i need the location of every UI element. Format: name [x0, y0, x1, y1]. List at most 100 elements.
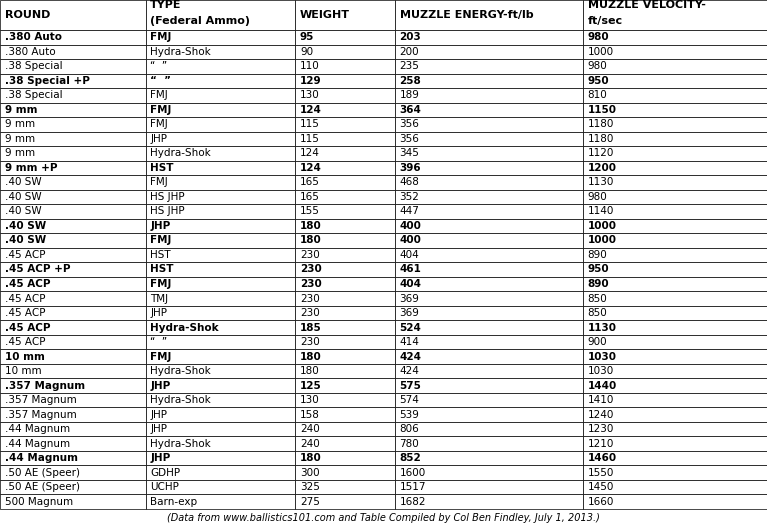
Text: 235: 235	[400, 61, 420, 71]
Text: .380 Auto: .380 Auto	[5, 32, 61, 42]
Text: TMJ: TMJ	[150, 294, 169, 304]
Bar	[295, 378, 395, 393]
Text: FMJ: FMJ	[150, 279, 172, 289]
Bar	[0, 59, 146, 74]
Text: .50 AE (Speer): .50 AE (Speer)	[5, 467, 80, 477]
Bar	[395, 407, 583, 422]
Text: 575: 575	[400, 380, 422, 391]
Bar	[146, 146, 295, 161]
Text: 125: 125	[300, 380, 321, 391]
Text: 275: 275	[300, 497, 320, 507]
Text: 230: 230	[300, 265, 321, 275]
Text: 203: 203	[400, 32, 421, 42]
Bar	[395, 117, 583, 132]
Bar	[583, 451, 767, 465]
Text: 345: 345	[400, 149, 420, 159]
Text: 980: 980	[588, 61, 607, 71]
Bar	[146, 335, 295, 349]
Text: 9 mm: 9 mm	[5, 105, 37, 115]
Text: 364: 364	[400, 105, 422, 115]
Bar	[146, 480, 295, 494]
Bar	[395, 320, 583, 335]
Text: 258: 258	[400, 76, 421, 86]
Bar	[395, 59, 583, 74]
Bar	[146, 349, 295, 364]
Text: “  ”: “ ”	[150, 61, 167, 71]
Text: Barn-exp: Barn-exp	[150, 497, 197, 507]
Bar	[583, 494, 767, 509]
Text: 155: 155	[300, 207, 320, 217]
Text: 1120: 1120	[588, 149, 614, 159]
Text: “  ”: “ ”	[150, 337, 167, 347]
Bar	[395, 494, 583, 509]
Text: 852: 852	[400, 453, 421, 463]
Bar	[0, 378, 146, 393]
Text: 574: 574	[400, 395, 420, 405]
Bar	[583, 349, 767, 364]
Text: .45 ACP: .45 ACP	[5, 294, 45, 304]
Text: Hydra-Shok: Hydra-Shok	[150, 47, 211, 57]
Text: 130: 130	[300, 90, 320, 100]
Bar	[395, 378, 583, 393]
Bar	[395, 480, 583, 494]
Text: 1030: 1030	[588, 352, 617, 362]
Text: 230: 230	[300, 294, 320, 304]
Bar	[583, 103, 767, 117]
Bar	[0, 349, 146, 364]
Bar	[395, 0, 583, 30]
Text: 890: 890	[588, 250, 607, 260]
Text: JHP: JHP	[150, 409, 167, 419]
Text: JHP: JHP	[150, 221, 170, 231]
Text: .50 AE (Speer): .50 AE (Speer)	[5, 482, 80, 492]
Bar	[0, 132, 146, 146]
Text: 539: 539	[400, 409, 420, 419]
Text: FMJ: FMJ	[150, 236, 172, 246]
Text: .44 Magnum: .44 Magnum	[5, 424, 70, 434]
Bar	[395, 132, 583, 146]
Bar	[395, 44, 583, 59]
Text: 130: 130	[300, 395, 320, 405]
Bar	[146, 219, 295, 233]
Bar	[295, 306, 395, 320]
Bar	[395, 451, 583, 465]
Text: 980: 980	[588, 32, 609, 42]
Bar	[146, 451, 295, 465]
Bar	[0, 306, 146, 320]
Text: .40 SW: .40 SW	[5, 178, 41, 188]
Text: 9 mm +P: 9 mm +P	[5, 163, 57, 173]
Text: 90: 90	[300, 47, 313, 57]
Bar	[146, 277, 295, 291]
Text: .45 ACP: .45 ACP	[5, 337, 45, 347]
Text: 9 mm: 9 mm	[5, 149, 35, 159]
Text: FMJ: FMJ	[150, 119, 168, 129]
Text: 1030: 1030	[588, 366, 614, 376]
Text: 1130: 1130	[588, 178, 614, 188]
Bar	[395, 74, 583, 88]
Text: WEIGHT: WEIGHT	[300, 10, 350, 20]
Bar	[395, 291, 583, 306]
Text: JHP: JHP	[150, 308, 167, 318]
Text: 1210: 1210	[588, 438, 614, 448]
Bar	[146, 393, 295, 407]
Text: 1550: 1550	[588, 467, 614, 477]
Bar	[583, 320, 767, 335]
Bar	[295, 204, 395, 219]
Bar	[395, 306, 583, 320]
Text: .357 Magnum: .357 Magnum	[5, 395, 77, 405]
Bar	[295, 248, 395, 262]
Bar	[146, 233, 295, 248]
Bar	[295, 320, 395, 335]
Bar	[146, 465, 295, 480]
Text: 1682: 1682	[400, 497, 426, 507]
Bar	[395, 422, 583, 436]
Bar	[0, 320, 146, 335]
Text: 468: 468	[400, 178, 420, 188]
Bar	[0, 364, 146, 378]
Bar	[395, 88, 583, 103]
Text: 400: 400	[400, 236, 422, 246]
Text: 369: 369	[400, 308, 420, 318]
Text: 10 mm: 10 mm	[5, 366, 41, 376]
Bar	[583, 422, 767, 436]
Text: 189: 189	[400, 90, 420, 100]
Text: 396: 396	[400, 163, 421, 173]
